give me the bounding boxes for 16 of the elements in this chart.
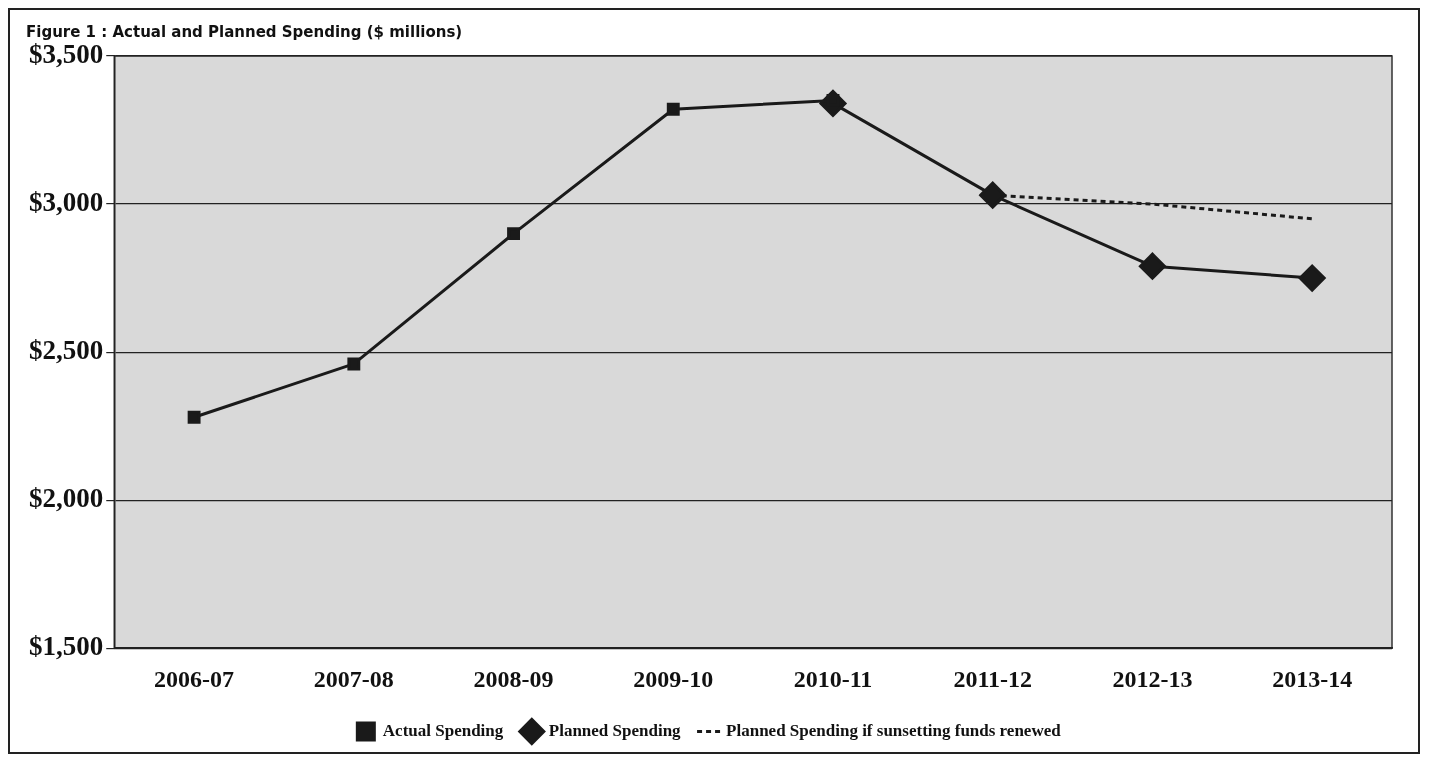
- x-tick-label: 2008-09: [473, 665, 554, 692]
- x-tick-label: 2006-07: [154, 665, 235, 692]
- x-tick-label: 2011-12: [953, 665, 1033, 692]
- chart-title: Figure 1 : Actual and Planned Spending ($ millions): [26, 22, 463, 41]
- x-tick-label: 2010-11: [793, 665, 873, 692]
- y-tick-label: $1,500: [29, 631, 104, 662]
- x-tick-label: 2007-08: [313, 665, 394, 692]
- x-tick-label: 2013-14: [1272, 665, 1353, 692]
- y-tick-label: $3,000: [29, 187, 104, 218]
- x-tick-label: 2012-13: [1112, 665, 1193, 692]
- legend-label: Planned Spending: [548, 720, 682, 740]
- legend-label: Actual Spending: [382, 720, 504, 740]
- y-tick-label: $2,500: [29, 335, 104, 366]
- legend-label: Planned Spending if sunsetting funds renewed: [726, 720, 1062, 740]
- y-tick-label: $2,000: [29, 483, 104, 514]
- x-tick-label: 2009-10: [633, 665, 714, 692]
